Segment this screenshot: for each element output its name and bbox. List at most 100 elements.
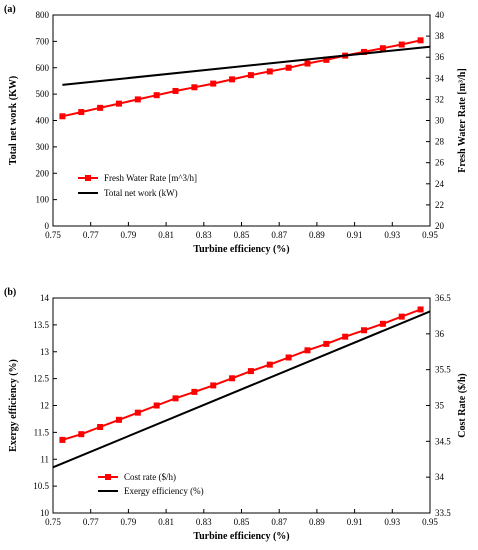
x-axis-title: Turbine efficiency (%) bbox=[193, 531, 289, 542]
data-point bbox=[361, 327, 368, 334]
x-tick-label: 0.75 bbox=[45, 230, 61, 240]
legend-label: Total net work (kW) bbox=[104, 188, 178, 198]
x-tick-label: 0.77 bbox=[83, 230, 99, 240]
data-point bbox=[304, 347, 311, 354]
data-point bbox=[361, 48, 368, 55]
x-tick-label: 0.79 bbox=[121, 517, 137, 527]
x-tick-label: 0.93 bbox=[384, 517, 400, 527]
data-point bbox=[379, 320, 386, 327]
legend-marker bbox=[85, 175, 91, 181]
x-tick-label: 0.91 bbox=[347, 230, 363, 240]
x-tick-label: 0.83 bbox=[196, 230, 212, 240]
panel-label: (b) bbox=[4, 287, 16, 298]
y-tick-label: 200 bbox=[36, 168, 50, 178]
y-tick-label: 400 bbox=[36, 116, 50, 126]
y2-tick-label: 34 bbox=[435, 472, 445, 482]
data-point bbox=[172, 395, 179, 402]
x-axis-title: Turbine efficiency (%) bbox=[193, 244, 289, 255]
data-point bbox=[247, 368, 254, 375]
data-point bbox=[59, 113, 66, 120]
legend-marker bbox=[105, 474, 111, 480]
y-axis-title: Total net work (KW) bbox=[8, 76, 19, 165]
y2-tick-label: 24 bbox=[435, 179, 445, 189]
x-tick-label: 0.81 bbox=[158, 517, 174, 527]
legend-label: Fresh Water Rate [m^3/h] bbox=[104, 173, 197, 183]
x-axis: 0.75 0.77 0.79 0.81 0.83 0.85 0.87 0.89 0.91 0.93… bbox=[45, 509, 438, 527]
data-point bbox=[97, 104, 104, 111]
data-point bbox=[191, 388, 198, 395]
y2-tick-label: 33.5 bbox=[435, 508, 451, 518]
y-axis-right: 33.5 34 34.5 35 35.5 36 36.5 bbox=[426, 293, 451, 518]
y-tick-label: 800 bbox=[36, 10, 50, 20]
y2-tick-label: 30 bbox=[435, 116, 445, 126]
y-tick-label: 700 bbox=[36, 36, 50, 46]
data-point bbox=[153, 402, 160, 409]
y2-axis-title: Cost Rate ($/h) bbox=[457, 373, 468, 437]
x-tick-label: 0.79 bbox=[121, 230, 137, 240]
y2-tick-label: 36.5 bbox=[435, 293, 451, 303]
data-point bbox=[417, 37, 424, 44]
data-point bbox=[115, 100, 122, 107]
x-tick-label: 0.81 bbox=[158, 230, 174, 240]
data-point bbox=[323, 340, 330, 347]
panel-label: (a) bbox=[4, 4, 16, 15]
legend: Fresh Water Rate [m^3/h] Total net work … bbox=[78, 173, 197, 198]
series-group bbox=[52, 306, 431, 469]
data-point bbox=[134, 96, 141, 103]
x-tick-label: 0.89 bbox=[309, 517, 325, 527]
legend: Cost rate ($/h) Exergy efficiency (%) bbox=[98, 472, 204, 496]
data-point bbox=[398, 41, 405, 48]
legend-label: Exergy efficiency (%) bbox=[124, 486, 204, 496]
data-point bbox=[417, 306, 424, 313]
y-tick-label: 100 bbox=[36, 195, 50, 205]
y-axis-right: 20 22 24 26 28 30 32 34 36 38 40 bbox=[426, 10, 445, 231]
data-point bbox=[285, 64, 292, 71]
data-point bbox=[398, 313, 405, 320]
data-point bbox=[379, 45, 386, 52]
series-line-1 bbox=[62, 308, 421, 441]
legend-label: Cost rate ($/h) bbox=[124, 472, 176, 482]
y-tick-label: 10.5 bbox=[33, 481, 49, 491]
data-point bbox=[153, 92, 160, 99]
x-tick-label: 0.89 bbox=[309, 230, 325, 240]
x-tick-label: 0.75 bbox=[45, 517, 61, 527]
x-tick-label: 0.85 bbox=[234, 517, 250, 527]
data-point bbox=[78, 431, 85, 438]
y-tick-label: 11 bbox=[40, 454, 49, 464]
y2-tick-label: 20 bbox=[435, 221, 445, 231]
y2-tick-label: 34 bbox=[435, 73, 445, 83]
x-tick-label: 0.95 bbox=[422, 230, 438, 240]
y2-tick-label: 22 bbox=[435, 200, 444, 210]
y2-tick-label: 36 bbox=[435, 329, 445, 339]
series-group bbox=[59, 37, 431, 120]
data-point bbox=[304, 60, 311, 67]
x-tick-label: 0.83 bbox=[196, 517, 212, 527]
data-point bbox=[191, 84, 198, 91]
series-line-2 bbox=[62, 45, 431, 86]
data-point bbox=[78, 109, 85, 116]
y2-tick-label: 40 bbox=[435, 10, 445, 20]
data-point bbox=[247, 72, 254, 79]
y2-tick-label: 38 bbox=[435, 31, 445, 41]
y-axis-left: 10 10.5 11 11.5 12 12.5 13 13.5 14 bbox=[33, 293, 57, 518]
data-point bbox=[172, 87, 179, 94]
y-axis-title: Exergy efficiency (%) bbox=[8, 359, 19, 452]
y-tick-label: 0 bbox=[45, 221, 50, 231]
y2-tick-label: 26 bbox=[435, 158, 445, 168]
y2-tick-label: 36 bbox=[435, 52, 445, 62]
data-point bbox=[97, 424, 104, 430]
x-tick-label: 0.87 bbox=[271, 517, 287, 527]
data-point bbox=[285, 354, 292, 361]
data-point bbox=[323, 56, 330, 63]
x-tick-label: 0.85 bbox=[234, 230, 250, 240]
y2-tick-label: 35.5 bbox=[435, 365, 451, 375]
data-point bbox=[210, 382, 217, 389]
y2-tick-label: 35 bbox=[435, 401, 445, 411]
series-line-1 bbox=[62, 39, 421, 118]
y-tick-label: 500 bbox=[36, 89, 50, 99]
data-point bbox=[266, 361, 273, 368]
data-point bbox=[229, 375, 236, 382]
data-point bbox=[134, 409, 141, 416]
data-point bbox=[229, 76, 236, 83]
